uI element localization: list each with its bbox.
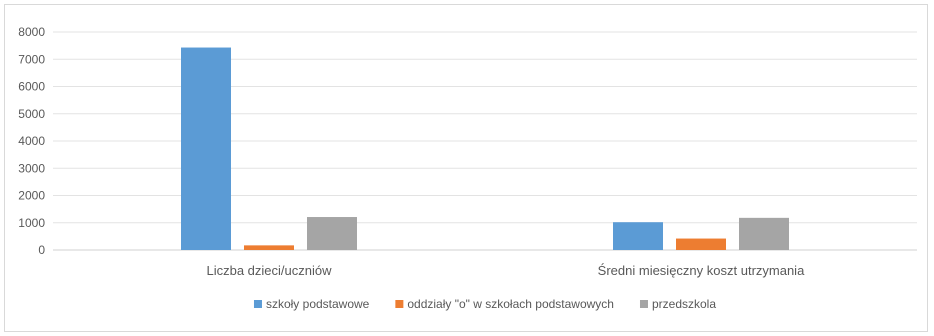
bar (181, 47, 231, 250)
x-axis-labels: Liczba dzieci/uczniów Średni miesięczny k… (206, 263, 805, 278)
bar (613, 222, 663, 250)
legend-item: oddziały "o" w szkołach podstawowych (395, 297, 614, 311)
legend-swatch (639, 300, 648, 308)
y-tick-label: 3000 (18, 161, 45, 175)
y-tick-label: 0 (38, 243, 45, 257)
x-category-label: Liczba dzieci/uczniów (206, 263, 332, 278)
y-tick-label: 8000 (18, 25, 45, 39)
legend-label: szkoły podstawowe (266, 297, 370, 311)
y-tick-label: 5000 (18, 107, 45, 121)
bar (739, 217, 789, 250)
bar (307, 217, 357, 250)
chart-frame: 0 1000 2000 3000 4000 5000 6000 7000 8000 Liczba… (4, 4, 928, 332)
x-category-label: Średni miesięczny koszt utrzymania (598, 263, 805, 278)
y-tick-label: 6000 (18, 80, 45, 94)
legend-label: przedszkola (652, 297, 716, 311)
y-tick-label: 1000 (18, 216, 45, 230)
y-tick-label: 4000 (18, 134, 45, 148)
legend-swatch (395, 300, 404, 308)
y-tick-label: 7000 (18, 52, 45, 66)
y-tick-label: 2000 (18, 189, 45, 203)
legend-item: szkoły podstawowe (253, 297, 370, 311)
y-axis: 0 1000 2000 3000 4000 5000 6000 7000 8000 (18, 25, 45, 257)
bar-chart: 0 1000 2000 3000 4000 5000 6000 7000 8000 Liczba… (18, 25, 917, 311)
legend-item: przedszkola (639, 297, 716, 311)
legend-label: oddziały "o" w szkołach podstawowych (407, 297, 614, 311)
legend-swatch (253, 300, 262, 308)
bar (244, 245, 294, 250)
legend: szkoły podstawowe oddziały "o" w szkołach… (253, 297, 716, 311)
bars (181, 47, 789, 250)
bar (676, 238, 726, 250)
